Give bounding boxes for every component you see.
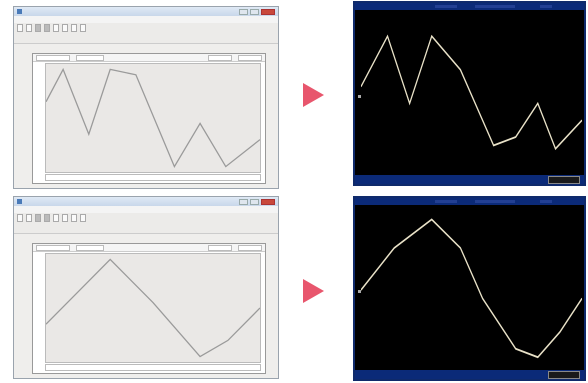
toolbar-button[interactable]	[35, 24, 41, 32]
toolbar-button[interactable]	[17, 24, 23, 32]
toolbar-button[interactable]	[62, 24, 68, 32]
plot-footer	[45, 364, 261, 371]
scope-status-bar	[355, 198, 584, 205]
window-titlebar	[14, 7, 278, 16]
status-segment	[475, 200, 515, 203]
toolbar-button[interactable]	[35, 214, 41, 222]
window-titlebar	[14, 197, 278, 206]
toolbar-button[interactable]	[71, 214, 77, 222]
menu-bar	[14, 206, 278, 213]
waveform-editor-window	[13, 6, 279, 189]
maximize-button[interactable]	[250, 198, 259, 205]
waveform-canvas[interactable]	[45, 253, 261, 363]
plot-field[interactable]	[238, 54, 262, 61]
scope-readout-bar	[355, 175, 584, 184]
toolbar-button[interactable]	[62, 214, 68, 222]
toolbar-button[interactable]	[26, 214, 32, 222]
toolbar	[14, 213, 278, 234]
close-button[interactable]	[261, 198, 275, 205]
plot-footer	[45, 174, 261, 181]
toolbar-button[interactable]	[71, 24, 77, 32]
scope-readout	[548, 176, 580, 184]
plot-field[interactable]	[208, 244, 232, 251]
toolbar-button[interactable]	[26, 24, 32, 32]
plot-field[interactable]	[238, 244, 262, 251]
toolbar-button[interactable]	[17, 214, 23, 222]
editor-waveform-trace	[46, 67, 260, 169]
toolbar-button[interactable]	[80, 214, 86, 222]
plot-field[interactable]	[76, 54, 104, 61]
scope-waveform-svg	[361, 218, 582, 359]
plot-field[interactable]	[36, 54, 70, 61]
scope-waveform-trace	[361, 34, 582, 151]
status-segment	[435, 5, 457, 8]
status-segment	[435, 200, 457, 203]
plot-field[interactable]	[76, 244, 104, 251]
scope-status-bar	[355, 3, 584, 10]
close-button[interactable]	[261, 8, 275, 15]
arrow-right-icon	[303, 279, 324, 303]
app-icon	[17, 9, 22, 14]
maximize-button[interactable]	[250, 8, 259, 15]
scope-waveform-trace	[361, 218, 582, 359]
toolbar-button[interactable]	[53, 214, 59, 222]
scope-waveform-svg	[361, 34, 582, 151]
status-segment	[540, 200, 552, 203]
plot-field[interactable]	[36, 244, 70, 251]
channel-marker	[358, 290, 361, 293]
editor-waveform-svg	[46, 67, 260, 169]
editor-waveform-trace	[46, 258, 260, 358]
plot-header	[33, 244, 265, 252]
arrow-right-icon	[303, 83, 324, 107]
channel-marker	[358, 95, 361, 98]
toolbar	[14, 23, 278, 44]
toolbar-button[interactable]	[44, 214, 50, 222]
toolbar-button[interactable]	[53, 24, 59, 32]
scope-readout	[548, 371, 580, 379]
waveform-canvas[interactable]	[45, 63, 261, 173]
menu-bar	[14, 16, 278, 23]
plot-header	[33, 54, 265, 62]
editor-waveform-svg	[46, 258, 260, 358]
plot-field[interactable]	[208, 54, 232, 61]
minimize-button[interactable]	[239, 8, 248, 15]
status-segment	[475, 5, 515, 8]
minimize-button[interactable]	[239, 198, 248, 205]
toolbar-button[interactable]	[44, 24, 50, 32]
waveform-editor-window	[13, 196, 279, 379]
oscilloscope-screen	[353, 196, 586, 381]
oscilloscope-screen	[353, 1, 586, 186]
waveform-plot	[32, 53, 266, 184]
status-segment	[540, 5, 552, 8]
toolbar-button[interactable]	[80, 24, 86, 32]
app-icon	[17, 199, 22, 204]
scope-readout-bar	[355, 370, 584, 379]
waveform-plot	[32, 243, 266, 374]
